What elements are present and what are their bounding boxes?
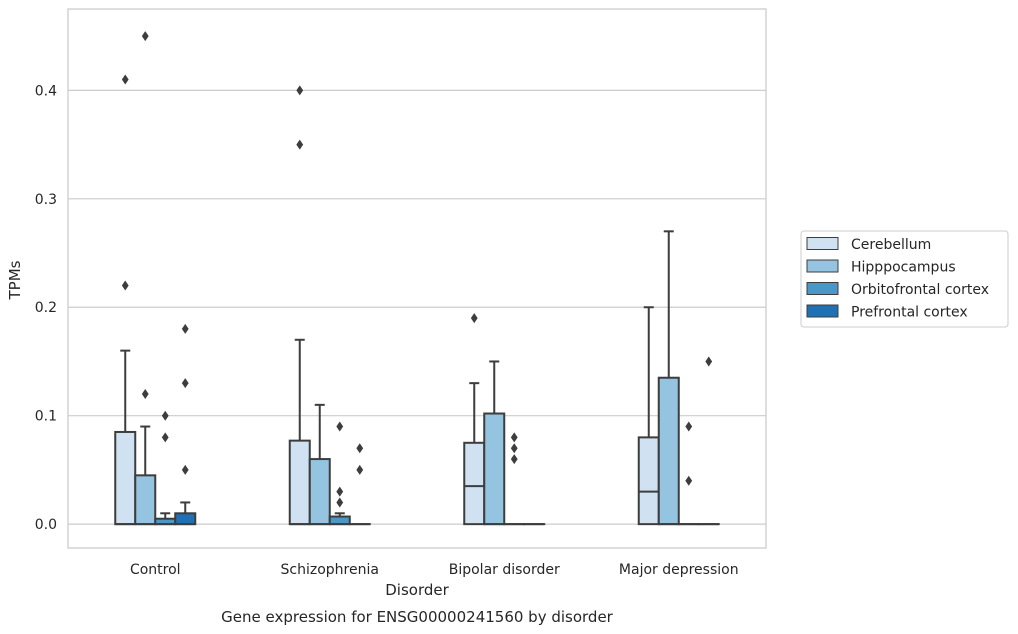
x-tick-labels: Control Schizophrenia Bipolar disorder Majo… <box>130 562 739 578</box>
box-body <box>463 441 486 526</box>
box-cerebellum <box>114 74 137 526</box>
outlier-point <box>685 421 693 432</box>
box-body <box>483 412 506 526</box>
y-tick-label: 0.2 <box>35 300 57 316</box>
outlier-point <box>705 356 713 367</box>
legend-items: Cerebellum Hipppocampus Orbitofrontal cort… <box>806 237 989 321</box>
outlier-point <box>470 313 478 324</box>
plot-frame <box>67 8 767 549</box>
box-body <box>328 515 351 526</box>
box-hipppocampus <box>483 360 506 526</box>
legend-label: Cerebellum <box>851 237 931 253</box>
x-tick-label: Schizophrenia <box>281 562 379 578</box>
x-tick-label: Bipolar disorder <box>449 562 560 578</box>
box-body <box>308 458 331 526</box>
y-tick-label: 0.0 <box>35 517 57 533</box>
y-tick-label: 0.4 <box>35 83 57 99</box>
outlier-point <box>356 443 364 454</box>
outlier-point <box>510 454 518 465</box>
box-orbitofrontal-cortex <box>154 410 177 526</box>
box-hipppocampus <box>308 403 331 526</box>
outlier-point <box>161 432 169 443</box>
box-hipppocampus <box>657 230 680 526</box>
legend-swatch <box>806 237 839 250</box>
outlier-point <box>336 421 344 432</box>
outlier-point <box>141 389 149 399</box>
legend-label: Prefrontal cortex <box>851 305 968 321</box>
x-tick-label: Control <box>130 562 181 578</box>
outlier-point <box>121 280 129 291</box>
legend-swatch <box>806 304 839 318</box>
legend-label: Orbitofrontal cortex <box>851 282 989 298</box>
outlier-point <box>510 443 518 454</box>
box-body <box>174 512 197 526</box>
box-orbitofrontal-cortex <box>328 421 351 526</box>
box-orbitofrontal-cortex <box>677 421 700 526</box>
outlier-point <box>161 410 169 421</box>
outlier-point <box>296 139 304 150</box>
figure-caption: Gene expression for ENSG00000241560 by d… <box>221 608 614 626</box>
y-axis-label: TPMs <box>6 260 24 300</box>
box-body <box>134 474 157 526</box>
x-tick-label: Major depression <box>619 562 739 578</box>
legend: Cerebellum Hipppocampus Orbitofrontal cort… <box>800 230 1009 328</box>
y-tick-labels: 0.0 0.1 0.2 0.3 0.4 <box>35 83 57 533</box>
box-body <box>114 430 137 526</box>
outlier-point <box>510 432 518 443</box>
outlier-point <box>296 85 304 96</box>
outlier-point <box>356 464 364 475</box>
box-prefrontal-cortex <box>348 443 371 526</box>
box-body <box>657 376 680 526</box>
plot-marks <box>114 31 720 526</box>
box-body <box>637 436 660 526</box>
box-prefrontal-cortex <box>697 356 720 526</box>
legend-swatch <box>806 282 839 295</box>
box-hipppocampus <box>134 31 157 526</box>
box-cerebellum <box>463 313 486 526</box>
y-tick-label: 0.3 <box>35 192 57 208</box>
box-body <box>288 439 311 526</box>
box-orbitofrontal-cortex <box>503 432 526 526</box>
outlier-point <box>336 497 344 508</box>
outlier-point <box>181 378 189 389</box>
outlier-point <box>181 464 189 475</box>
box-cerebellum <box>288 85 311 526</box>
outlier-point <box>141 31 149 42</box>
legend-swatch <box>806 259 839 273</box>
outlier-point <box>336 486 344 497</box>
x-axis-label: Disorder <box>385 581 449 599</box>
outlier-point <box>685 475 693 486</box>
legend-label: Hipppocampus <box>851 260 956 276</box>
y-tick-label: 0.1 <box>35 409 57 425</box>
outlier-point <box>121 74 129 85</box>
legend-frame <box>800 230 1009 328</box>
box-prefrontal-cortex <box>174 323 197 526</box>
outlier-point <box>181 323 189 334</box>
